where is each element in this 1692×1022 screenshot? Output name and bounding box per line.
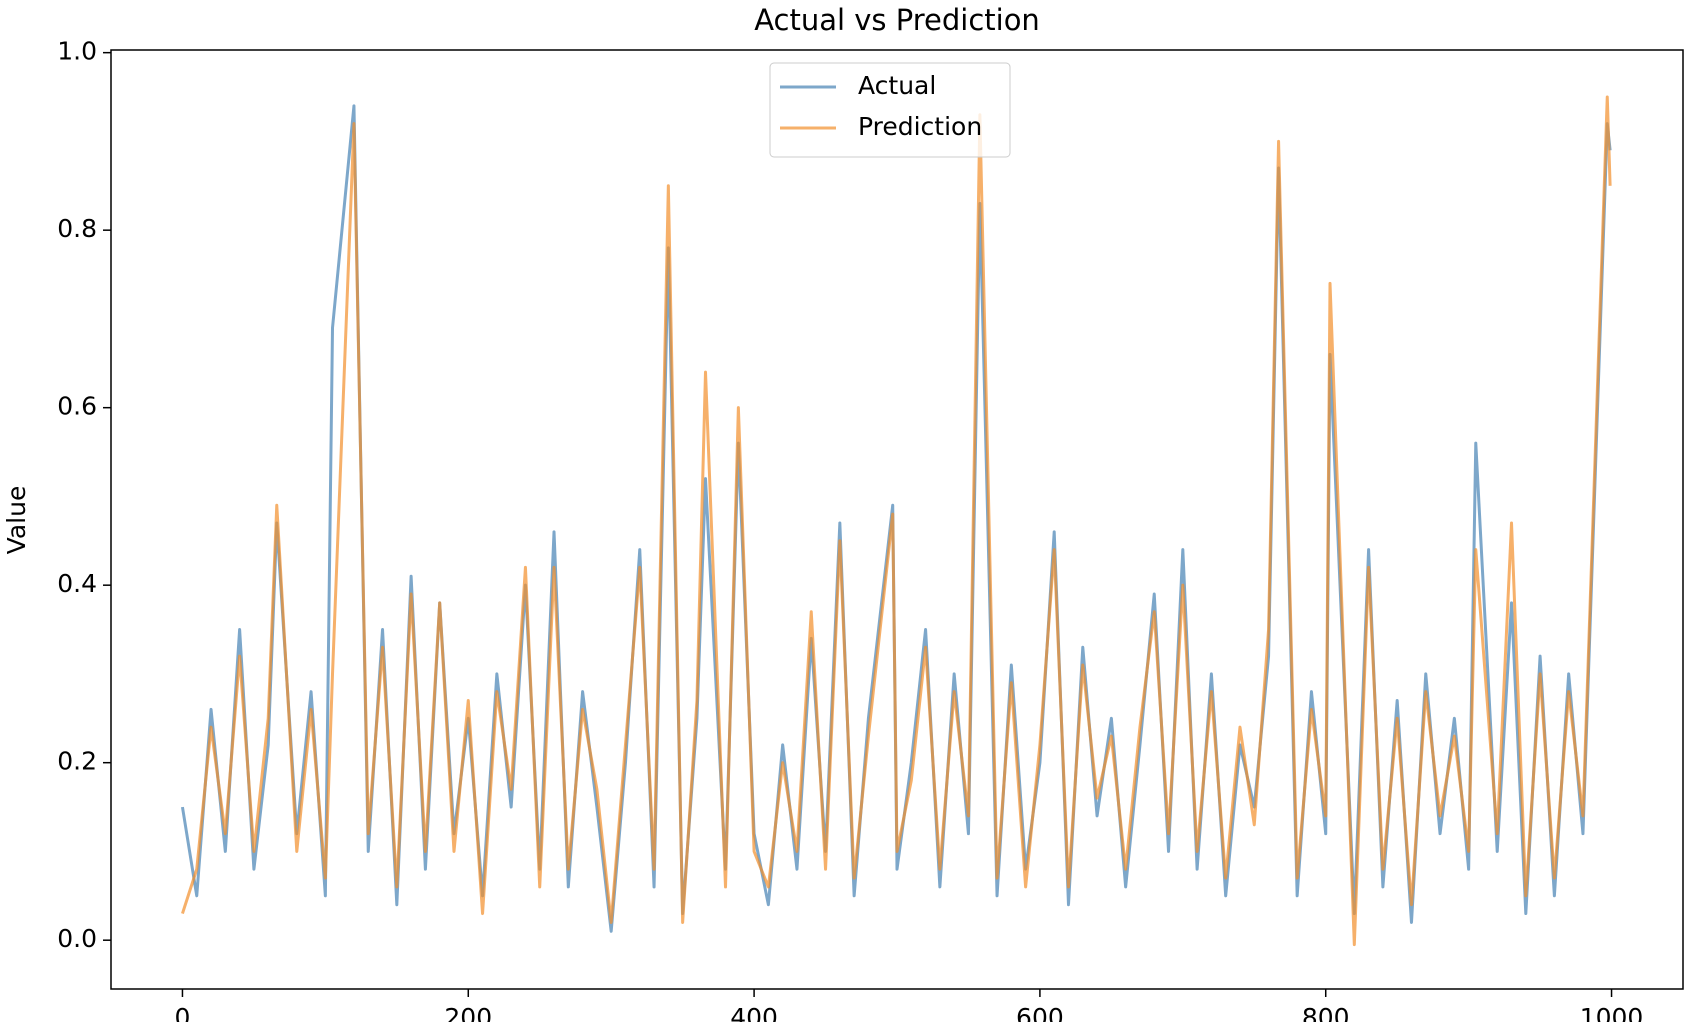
x-tick-label: 800: [1302, 1003, 1350, 1022]
y-tick-label: 0.0: [57, 924, 97, 953]
x-tick-label: 400: [730, 1003, 778, 1022]
y-tick-label: 0.6: [57, 392, 97, 421]
y-tick-label: 0.4: [57, 569, 97, 598]
legend-label: Prediction: [858, 112, 982, 141]
plot-frame: [110, 49, 1684, 990]
y-axis-label: Value: [2, 486, 31, 555]
x-tick-label: 200: [444, 1003, 492, 1022]
x-tick-label: 1000: [1580, 1003, 1644, 1022]
x-tick-label: 0: [175, 1003, 191, 1022]
x-tick-label: 600: [1016, 1003, 1064, 1022]
y-tick-label: 0.8: [57, 214, 97, 243]
y-tick-label: 1.0: [57, 37, 97, 66]
legend-label: Actual: [858, 71, 936, 100]
chart-title: Actual vs Prediction: [754, 3, 1040, 37]
series-line: [181, 95, 1612, 947]
y-tick-label: 0.2: [57, 747, 97, 776]
